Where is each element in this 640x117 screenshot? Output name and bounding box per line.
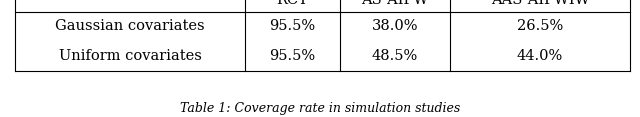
Text: AAS-AIPWIW: AAS-AIPWIW [491, 0, 589, 7]
Text: RCT: RCT [276, 0, 308, 7]
Text: 95.5%: 95.5% [269, 49, 316, 63]
Text: 26.5%: 26.5% [517, 19, 563, 33]
Text: AS-AIPW: AS-AIPW [362, 0, 429, 7]
Text: 44.0%: 44.0% [517, 49, 563, 63]
Text: Gaussian covariates: Gaussian covariates [55, 19, 205, 33]
Text: 48.5%: 48.5% [372, 49, 418, 63]
Text: 38.0%: 38.0% [372, 19, 419, 33]
Text: 95.5%: 95.5% [269, 19, 316, 33]
Text: Table 1: Coverage rate in simulation studies: Table 1: Coverage rate in simulation stu… [180, 102, 460, 115]
Text: Uniform covariates: Uniform covariates [59, 49, 202, 63]
